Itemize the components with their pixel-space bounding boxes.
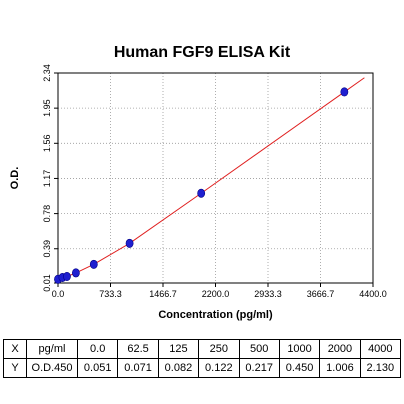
x-tick-label: 2933.3 [254,289,282,299]
data-point [197,188,206,198]
table-cell: 1.006 [319,358,361,378]
table-cell: 0.450 [278,358,321,378]
y-tick-label: 0.78 [42,205,52,223]
data-table: X pg/ml 0.0 62.5 125 250 500 1000 2000 4… [3,339,402,378]
data-point [63,272,71,282]
chart-panel: Human FGF9 ELISA Kit 0.0 733.3 1466.7 2200.0… [9,44,387,321]
table-unit-cell-y: O.D.450 [26,358,78,378]
data-point [89,259,98,269]
x-tick-label: 1466.7 [149,289,177,299]
table-cell: 1000 [278,339,321,359]
x-tick-label: 2200.0 [202,289,230,299]
x-tick-label: 0.0 [52,289,65,299]
table-cell: 0.217 [238,358,280,378]
table-cell: 500 [238,339,280,359]
table-cell: 0.082 [157,358,200,378]
table-axis-cell-y: Y [3,358,27,378]
y-axis-label: O.D. [9,167,21,190]
data-point [125,238,134,248]
y-tick-label: 1.56 [42,135,52,153]
y-tick-label: 2.34 [42,64,52,82]
table-cell: 125 [157,339,200,359]
standard-curve-chart: Human FGF9 ELISA Kit 0.0 733.3 1466.7 2200.0… [9,44,387,321]
x-tick-label: 733.3 [99,289,122,299]
data-point [71,268,80,278]
table-axis-cell-x: X [3,339,27,359]
y-tick-label: 1.17 [42,170,52,188]
table-cell: 0.122 [198,358,240,378]
table-row-x: X pg/ml 0.0 62.5 125 250 500 1000 2000 4… [3,339,402,359]
table-cell: 2000 [319,339,361,359]
chart-title: Human FGF9 ELISA Kit [114,44,291,61]
x-axis-label: Concentration (pg/ml) [158,309,273,321]
data-point [340,87,349,97]
table-cell: 62.5 [117,339,159,359]
table-unit-cell-x: pg/ml [26,339,78,359]
table-row-y: Y O.D.450 0.051 0.071 0.082 0.122 0.217 … [3,358,402,378]
x-tick-label: 3666.7 [307,289,335,299]
table-cell: 2.130 [359,358,402,378]
table-cell: 0.051 [76,358,119,378]
table-cell: 0.071 [117,358,159,378]
x-tick-label: 4400.0 [359,289,387,299]
y-tick-label: 0.01 [42,274,52,292]
y-tick-label: 1.95 [42,99,52,117]
table-cell: 4000 [359,339,402,359]
table-cell: 250 [198,339,240,359]
y-tick-label: 0.39 [42,240,52,258]
table-cell: 0.0 [76,339,119,359]
